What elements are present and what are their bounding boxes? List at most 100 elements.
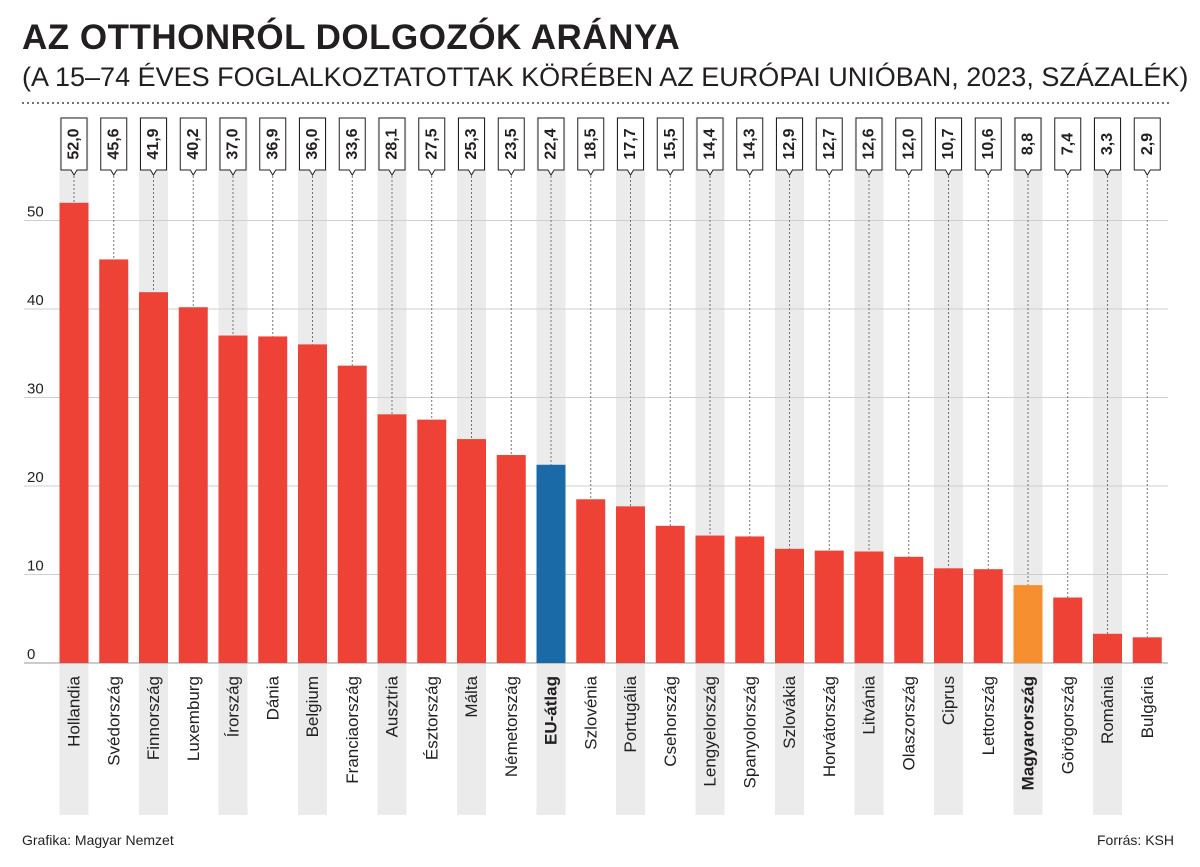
category-label: EU-átlag	[542, 676, 561, 745]
value-label: 12,7	[821, 128, 838, 159]
category-label: Észtország	[422, 676, 441, 760]
value-label: 18,5	[582, 128, 599, 159]
category-label: Görögország	[1058, 676, 1077, 774]
value-callout	[219, 117, 247, 176]
bar	[1013, 585, 1043, 663]
y-tick-label: 40	[27, 292, 44, 309]
bar	[973, 569, 1003, 663]
value-label: 3,3	[1099, 133, 1116, 155]
value-callout	[497, 117, 525, 176]
value-callout	[259, 117, 287, 176]
value-label: 22,4	[543, 128, 560, 159]
y-tick-label: 10	[27, 558, 44, 575]
value-label: 40,2	[185, 128, 202, 159]
category-label: Írország	[224, 676, 243, 737]
bar	[457, 439, 486, 663]
graphic-credit: Grafika: Magyar Nemzet	[22, 832, 174, 848]
value-callout	[776, 117, 803, 176]
value-label: 2,9	[1139, 133, 1156, 155]
value-callout	[299, 117, 326, 176]
value-label: 7,4	[1059, 133, 1076, 155]
chart-title: AZ OTTHONRÓL DOLGOZÓK ARÁNYA	[22, 18, 681, 57]
category-label: Málta	[462, 675, 481, 717]
value-label: 10,7	[940, 128, 957, 159]
bar	[695, 535, 725, 663]
bar	[99, 259, 129, 663]
category-label: Portugália	[621, 675, 640, 752]
category-label: Csehország	[661, 676, 680, 767]
category-label: Ausztria	[383, 675, 402, 737]
bar	[576, 499, 606, 663]
category-label: Ciprus	[939, 676, 958, 725]
bar	[1053, 597, 1083, 663]
value-label: 25,3	[463, 128, 480, 159]
category-label: Belgium	[303, 676, 322, 737]
bar	[298, 344, 327, 663]
category-label: Románia	[1098, 675, 1117, 744]
value-label: 36,9	[264, 128, 281, 159]
value-callout	[617, 117, 644, 176]
value-callout	[696, 117, 724, 176]
value-label: 36,0	[304, 128, 321, 159]
value-callout	[1014, 117, 1042, 176]
value-label: 15,5	[662, 128, 679, 159]
value-label: 45,6	[105, 128, 122, 159]
bar	[814, 550, 844, 663]
value-callout	[1133, 117, 1161, 176]
bar	[894, 556, 924, 663]
category-label: Dánia	[263, 675, 282, 720]
bar	[139, 292, 168, 663]
value-callout	[736, 117, 764, 176]
bar	[1132, 637, 1162, 663]
value-label: 52,0	[66, 128, 83, 159]
y-tick-label: 30	[27, 381, 44, 398]
bar	[59, 202, 89, 664]
value-callout	[100, 117, 128, 176]
category-label: Litvánia	[860, 675, 879, 734]
source-credit: Forrás: KSH	[1096, 832, 1174, 848]
category-label: Franciaország	[343, 676, 362, 784]
value-callout	[895, 117, 923, 176]
value-label: 28,1	[384, 128, 401, 159]
value-label: 17,7	[622, 128, 639, 159]
category-label: Luxemburg	[184, 676, 203, 761]
value-callout	[378, 117, 406, 176]
value-label: 12,9	[781, 128, 798, 159]
value-label: 12,6	[861, 128, 878, 159]
value-callout	[458, 117, 485, 176]
category-label: Lettország	[979, 676, 998, 755]
value-callout	[815, 117, 843, 176]
category-label: Olaszország	[899, 676, 918, 770]
value-label: 12,0	[900, 128, 917, 159]
bar	[536, 464, 566, 663]
bar	[735, 536, 765, 663]
category-label: Finnország	[144, 676, 163, 760]
chart-subtitle: (A 15–74 ÉVES FOGLALKOZTATOTTAK KÖRÉBEN …	[22, 62, 1189, 92]
category-label: Hollandia	[65, 675, 84, 746]
value-callout	[974, 117, 1002, 176]
value-callout	[179, 117, 207, 176]
value-label: 33,6	[344, 128, 361, 159]
bar	[178, 307, 208, 663]
bar	[258, 336, 288, 663]
value-label: 8,8	[1020, 133, 1037, 155]
bar	[616, 506, 645, 663]
value-callout	[656, 117, 684, 176]
value-callout	[140, 117, 167, 176]
category-label: Szlovákia	[780, 675, 799, 748]
value-callout	[855, 117, 883, 176]
y-tick-label: 20	[27, 469, 44, 486]
value-label: 23,5	[503, 128, 520, 159]
value-label: 41,9	[145, 128, 162, 159]
category-label: Horvátország	[820, 676, 839, 777]
value-callout	[537, 117, 565, 176]
bar	[1093, 633, 1122, 663]
value-label: 27,5	[423, 128, 440, 159]
value-label: 10,6	[980, 128, 997, 159]
bar	[218, 335, 248, 663]
value-callout	[577, 117, 605, 176]
value-callout	[418, 117, 446, 176]
category-label: Szlovénia	[581, 675, 600, 749]
y-tick-label: 0	[27, 646, 35, 663]
